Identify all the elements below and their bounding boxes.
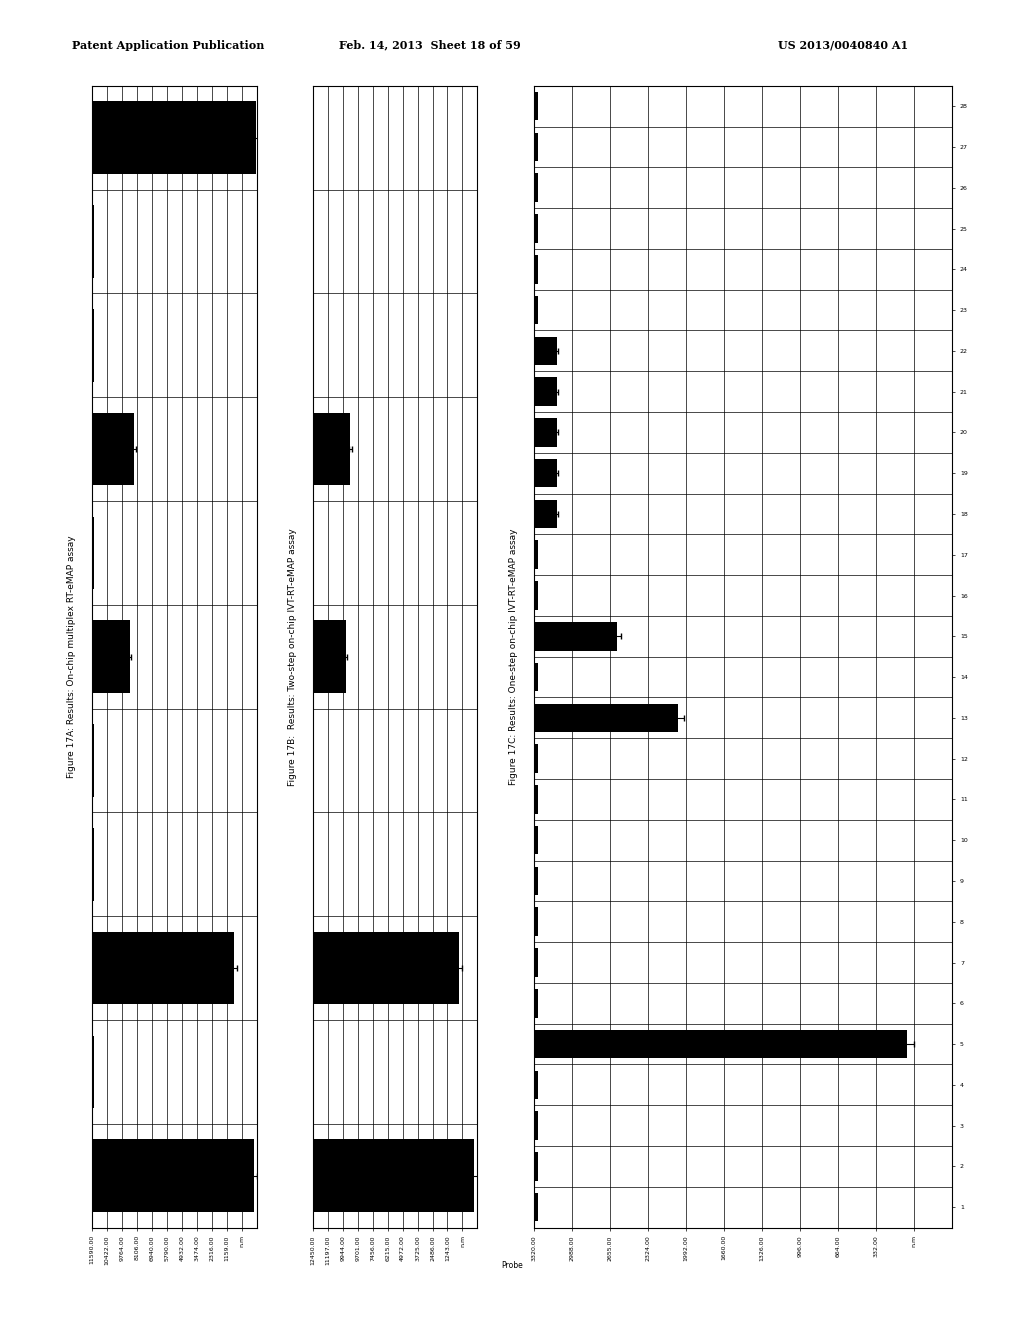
Bar [313,620,346,693]
Bar [534,173,538,202]
Bar [313,725,314,797]
Text: Figure 17B:  Results: Two-step on-chip IVT-RT-eMAP assay: Figure 17B: Results: Two-step on-chip IV… [288,528,297,785]
Bar [313,413,350,486]
Bar [534,989,538,1018]
Bar [534,337,556,366]
Bar [534,500,556,528]
Bar [534,1071,538,1100]
Bar [92,309,93,381]
Text: Figure 17A: Results: On-chip multiplex RT-eMAP assay: Figure 17A: Results: On-chip multiplex R… [68,536,76,777]
Bar [534,826,538,854]
Text: Patent Application Publication: Patent Application Publication [72,40,264,50]
Bar [534,214,538,243]
Bar [534,785,538,813]
Text: Feb. 14, 2013  Sheet 18 of 59: Feb. 14, 2013 Sheet 18 of 59 [339,40,521,50]
Bar [534,867,538,895]
Bar [92,205,93,277]
Bar [92,516,93,589]
Bar [534,622,617,651]
Bar [313,309,314,381]
Bar [92,102,256,174]
Text: Probe: Probe [502,1261,523,1270]
Bar [534,540,538,569]
Bar [313,828,314,900]
Bar [534,744,538,774]
Bar [92,1139,254,1212]
Bar [92,932,234,1005]
Bar [92,413,134,486]
Bar [313,102,314,174]
Bar [92,725,93,797]
Bar [534,581,538,610]
Bar [534,92,538,120]
Bar [534,1030,906,1059]
Bar [313,516,314,589]
Bar [534,418,556,446]
Bar [534,1193,538,1221]
Bar [534,378,556,407]
Text: US 2013/0040840 A1: US 2013/0040840 A1 [778,40,908,50]
Bar [92,828,93,900]
Bar [534,948,538,977]
Text: Figure 17C: Results: One-step on-chip IVT-RT-eMAP assay: Figure 17C: Results: One-step on-chip IV… [509,528,518,785]
Bar [313,1139,474,1212]
Bar [534,907,538,936]
Bar [534,1152,538,1180]
Bar [534,255,538,284]
Bar [313,932,460,1005]
Bar [534,296,538,325]
Bar [313,205,314,277]
Bar [534,704,678,733]
Bar [92,1036,93,1109]
Bar [534,663,538,692]
Bar [92,620,129,693]
Bar [534,459,556,487]
Bar [534,1111,538,1140]
Bar [534,133,538,161]
